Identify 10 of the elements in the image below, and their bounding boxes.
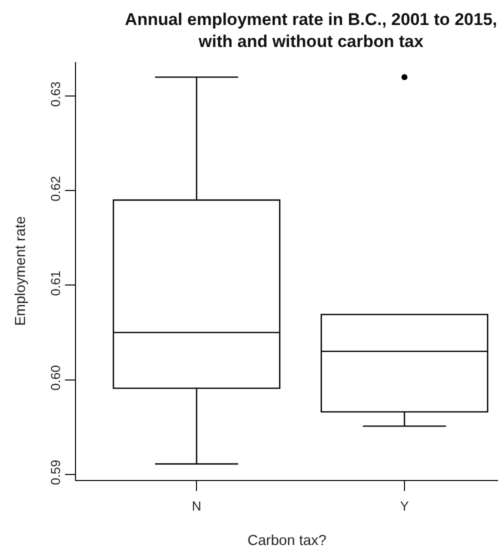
y-tick-label: 0.62 [48,176,63,202]
x-tick-label: Y [400,498,410,514]
y-tick-label: 0.59 [48,460,63,486]
chart-title: Annual employment rate in B.C., 2001 to 2015, with and without carbon tax [124,10,498,51]
y-axis-title: Employment rate [13,216,30,326]
y-tick-label: 0.63 [48,81,63,107]
x-axis-title: Carbon tax? [248,533,326,550]
y-tick-label: 0.61 [48,270,63,296]
x-tick-label: N [192,498,202,514]
y-tick-label: 0.60 [48,365,63,390]
